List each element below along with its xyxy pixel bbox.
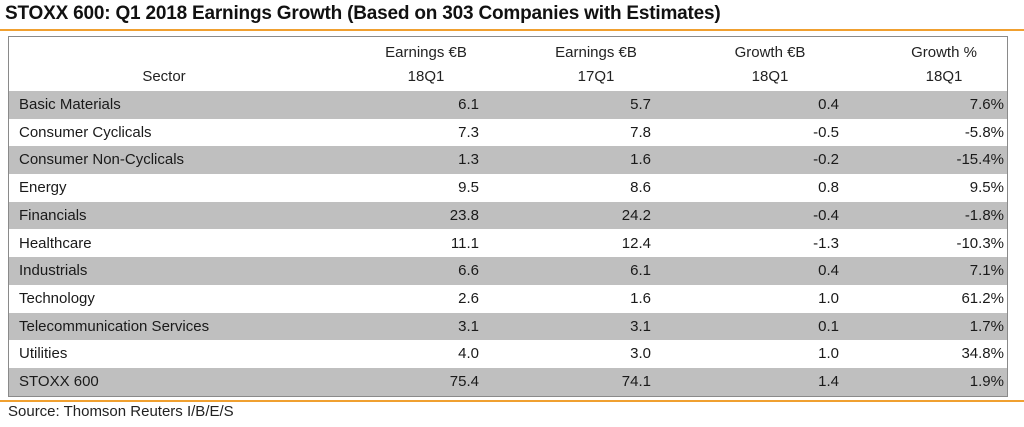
cell-growth-eur: 0.4 <box>818 96 839 113</box>
cell-growth-eur: 0.1 <box>818 317 839 335</box>
cell-growth-eur: 1.4 <box>818 373 839 390</box>
cell-earnings-17q1: 8.6 <box>630 179 651 197</box>
cell-earnings-18q1: 4.0 <box>458 345 479 363</box>
header-earnings-17q1-line2: 17Q1 <box>577 68 615 85</box>
cell-growth-eur: 1.0 <box>818 345 839 363</box>
cell-growth-eur: 1.0 <box>818 289 839 307</box>
table-title: STOXX 600: Q1 2018 Earnings Growth (Base… <box>5 3 721 24</box>
cell-sector: Basic Materials <box>19 96 121 113</box>
table-row: Energy 9.5 8.6 0.8 9.5% <box>9 174 1007 202</box>
cell-earnings-17q1: 3.1 <box>630 317 651 335</box>
table-row: Financials 23.8 24.2 -0.4 -1.8% <box>9 201 1007 230</box>
header-earnings-17q1: Earnings €B 17Q1 <box>531 41 661 89</box>
header-growth-pct-line1: Growth % <box>911 44 977 61</box>
cell-earnings-17q1: 24.2 <box>621 206 651 224</box>
header-growth-pct: Growth % 18Q1 <box>879 41 1009 89</box>
cell-growth-eur: 0.4 <box>818 262 839 280</box>
total-row: STOXX 600 75.4 74.1 1.4 1.9% <box>9 368 1007 396</box>
header-growth-eur-line2: 18Q1 <box>751 68 789 85</box>
table-row: Utilities 4.0 3.0 1.0 34.8% <box>9 340 1007 368</box>
header-sector-line2: Sector <box>142 68 186 85</box>
cell-sector: Utilities <box>19 345 68 363</box>
cell-earnings-17q1: 6.1 <box>630 262 651 280</box>
cell-earnings-18q1: 1.3 <box>458 151 479 169</box>
cell-earnings-17q1: 12.4 <box>621 234 651 252</box>
cell-earnings-17q1: 1.6 <box>630 151 651 169</box>
cell-sector: Industrials <box>19 262 88 280</box>
header-earnings-18q1-line2: 18Q1 <box>407 68 445 85</box>
cell-growth-pct: -5.8% <box>964 123 1004 141</box>
cell-growth-pct: 61.2% <box>961 289 1004 307</box>
cell-growth-eur: -0.5 <box>813 123 839 141</box>
table-row: Basic Materials 6.1 5.7 0.4 7.6% <box>9 91 1007 119</box>
cell-growth-pct: 7.6% <box>969 96 1004 113</box>
cell-growth-pct: 9.5% <box>969 179 1004 197</box>
cell-earnings-18q1: 7.3 <box>458 123 479 141</box>
bottom-accent-rule <box>0 400 1024 402</box>
cell-growth-pct: -15.4% <box>956 151 1004 169</box>
header-growth-pct-line2: 18Q1 <box>925 68 963 85</box>
table-row: Telecommunication Services 3.1 3.1 0.1 1.7% <box>9 312 1007 341</box>
cell-earnings-17q1: 7.8 <box>630 123 651 141</box>
cell-earnings-17q1: 74.1 <box>621 373 651 390</box>
source-note: Source: Thomson Reuters I/B/E/S <box>8 403 234 420</box>
cell-earnings-17q1: 3.0 <box>630 345 651 363</box>
cell-earnings-17q1: 1.6 <box>630 289 651 307</box>
earnings-table: Sector Earnings €B 18Q1 Earnings €B 17Q1… <box>8 36 1008 397</box>
cell-earnings-18q1: 6.1 <box>458 96 479 113</box>
cell-growth-eur: -0.4 <box>813 206 839 224</box>
header-sector: Sector <box>49 41 279 89</box>
table-header: Sector Earnings €B 18Q1 Earnings €B 17Q1… <box>9 37 1007 91</box>
cell-growth-pct: 1.9% <box>969 373 1004 390</box>
table-row: Consumer Cyclicals 7.3 7.8 -0.5 -5.8% <box>9 119 1007 147</box>
table-row: Industrials 6.6 6.1 0.4 7.1% <box>9 257 1007 285</box>
cell-earnings-18q1: 23.8 <box>449 206 479 224</box>
table-row: Consumer Non-Cyclicals 1.3 1.6 -0.2 -15.4% <box>9 146 1007 175</box>
cell-growth-pct: -1.8% <box>964 206 1004 224</box>
table-row: Technology 2.6 1.6 1.0 61.2% <box>9 285 1007 313</box>
cell-sector: Telecommunication Services <box>19 317 210 335</box>
cell-earnings-18q1: 2.6 <box>458 289 479 307</box>
header-earnings-18q1-line1: Earnings €B <box>385 44 467 61</box>
cell-earnings-18q1: 9.5 <box>458 179 479 197</box>
header-earnings-18q1: Earnings €B 18Q1 <box>361 41 491 89</box>
header-growth-eur-line1: Growth €B <box>734 44 806 61</box>
cell-sector: STOXX 600 <box>19 373 99 390</box>
cell-earnings-17q1: 5.7 <box>630 96 651 113</box>
cell-sector: Technology <box>19 289 95 307</box>
cell-growth-pct: 1.7% <box>969 317 1004 335</box>
cell-earnings-18q1: 11.1 <box>450 234 479 252</box>
top-accent-rule <box>0 29 1024 31</box>
cell-growth-eur: 0.8 <box>818 179 839 197</box>
cell-growth-pct: 34.8% <box>961 345 1004 363</box>
header-growth-eur: Growth €B 18Q1 <box>705 41 835 89</box>
cell-sector: Energy <box>19 179 67 197</box>
cell-sector: Consumer Cyclicals <box>19 123 152 141</box>
cell-earnings-18q1: 3.1 <box>458 317 479 335</box>
cell-growth-pct: 7.1% <box>969 262 1004 280</box>
cell-earnings-18q1: 6.6 <box>458 262 479 280</box>
cell-sector: Healthcare <box>19 234 92 252</box>
cell-growth-eur: -1.3 <box>813 234 839 252</box>
cell-sector: Financials <box>19 206 87 224</box>
cell-earnings-18q1: 75.4 <box>449 373 479 390</box>
cell-growth-eur: -0.2 <box>813 151 839 169</box>
header-earnings-17q1-line1: Earnings €B <box>555 44 637 61</box>
header-sector-line1 <box>49 41 279 65</box>
cell-sector: Consumer Non-Cyclicals <box>19 151 185 169</box>
table-row: Healthcare 11.1 12.4 -1.3 -10.3% <box>9 230 1007 258</box>
cell-growth-pct: -10.3% <box>956 234 1004 252</box>
